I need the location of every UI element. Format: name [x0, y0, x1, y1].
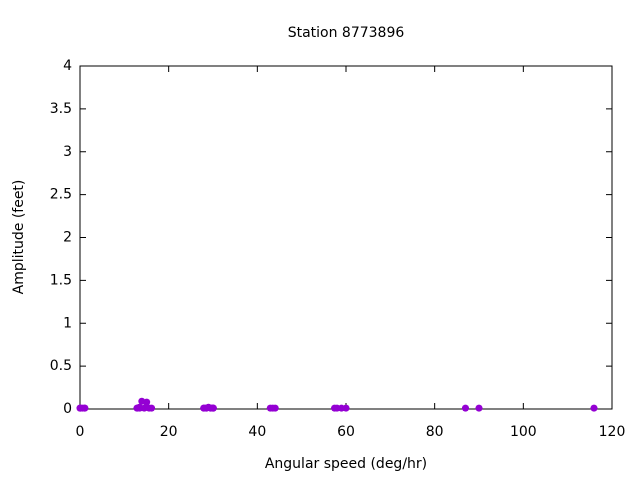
point [81, 404, 89, 412]
x-tick-label: 60 [337, 424, 355, 440]
point [143, 398, 151, 406]
y-axis-label: Amplitude (feet) [11, 180, 27, 295]
x-tick-label: 40 [248, 424, 266, 440]
y-tick-label: 1.5 [50, 272, 72, 288]
point [461, 404, 469, 412]
chart-title: Station 8773896 [288, 25, 405, 41]
x-tick-label: 120 [599, 424, 626, 440]
x-axis-label: Angular speed (deg/hr) [265, 456, 427, 472]
y-tick-label: 0.5 [50, 358, 72, 374]
point [475, 404, 483, 412]
point [148, 404, 156, 412]
x-tick-label: 0 [76, 424, 85, 440]
point [271, 404, 279, 412]
y-tick-label: 2 [63, 230, 72, 246]
x-tick-label: 20 [160, 424, 178, 440]
y-tick-label: 2.5 [50, 187, 72, 203]
y-tick-label: 1 [63, 315, 72, 331]
point [209, 404, 217, 412]
point [590, 404, 598, 412]
x-tick-label: 100 [510, 424, 537, 440]
y-tick-label: 3 [63, 144, 72, 160]
x-tick-label: 80 [426, 424, 444, 440]
y-tick-label: 0 [63, 401, 72, 417]
y-tick-label: 3.5 [50, 101, 72, 117]
y-tick-label: 4 [63, 58, 72, 74]
point [342, 404, 350, 412]
